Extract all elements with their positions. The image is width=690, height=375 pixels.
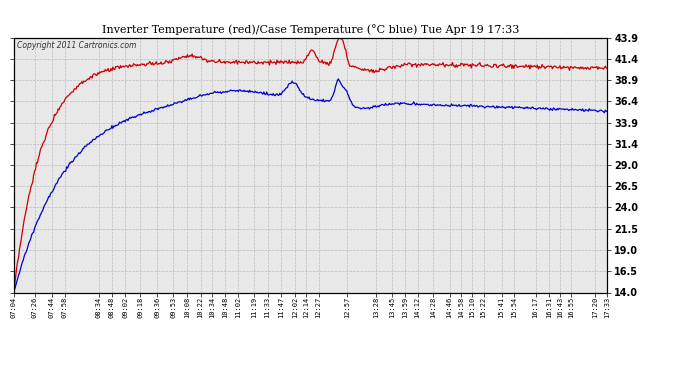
Title: Inverter Temperature (red)/Case Temperature (°C blue) Tue Apr 19 17:33: Inverter Temperature (red)/Case Temperat… [102, 24, 519, 35]
Text: Copyright 2011 Cartronics.com: Copyright 2011 Cartronics.com [17, 41, 136, 50]
